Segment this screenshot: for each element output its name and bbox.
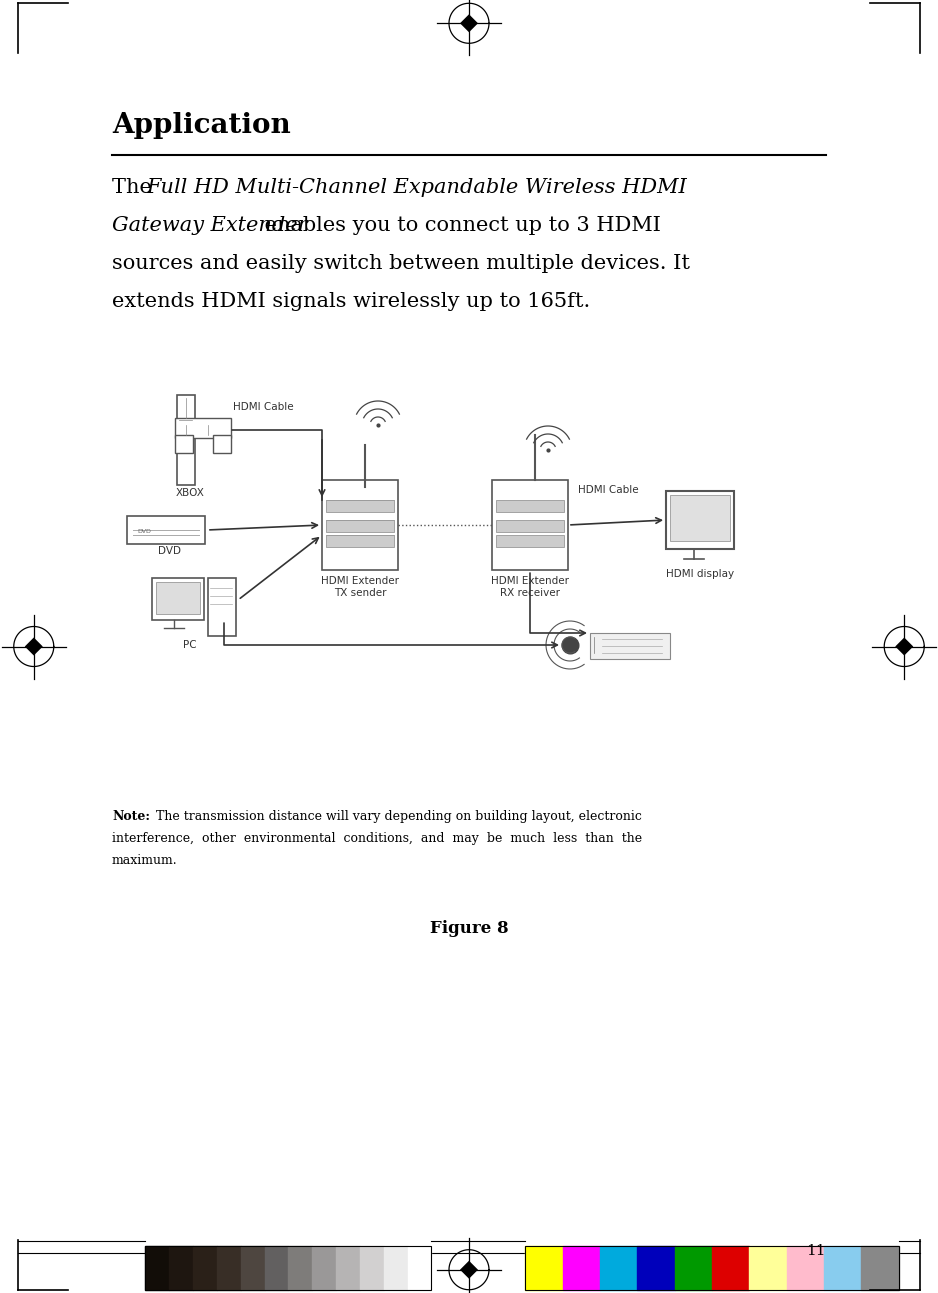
Bar	[492, 480, 568, 570]
Bar	[152, 578, 204, 621]
Bar	[563, 1246, 600, 1290]
Text: 11: 11	[807, 1244, 826, 1258]
Text: The: The	[112, 178, 159, 197]
Bar	[288, 1246, 312, 1290]
Bar	[217, 1246, 241, 1290]
Text: Gateway Extender: Gateway Extender	[112, 216, 308, 235]
Bar	[265, 1246, 288, 1290]
Bar	[177, 394, 195, 485]
Bar	[525, 1246, 899, 1290]
Text: maximum.: maximum.	[112, 853, 177, 868]
Bar	[674, 1246, 712, 1290]
Text: HDMI display: HDMI display	[666, 569, 734, 579]
Text: HDMI Cable: HDMI Cable	[233, 402, 294, 412]
Bar	[336, 1246, 360, 1290]
Bar	[861, 1246, 899, 1290]
Bar	[496, 535, 564, 547]
Bar	[127, 516, 205, 544]
Text: HDMI Extender: HDMI Extender	[321, 575, 399, 586]
Text: sources and easily switch between multiple devices. It: sources and easily switch between multip…	[112, 253, 690, 273]
Text: enables you to connect up to 3 HDMI: enables you to connect up to 3 HDMI	[258, 216, 661, 235]
Bar	[600, 1246, 637, 1290]
Bar	[590, 634, 670, 659]
Bar	[208, 578, 236, 636]
Bar	[749, 1246, 787, 1290]
Text: extends HDMI signals wirelessly up to 165ft.: extends HDMI signals wirelessly up to 16…	[112, 292, 590, 312]
Polygon shape	[24, 637, 43, 656]
Text: Full HD Multi-Channel Expandable Wireless HDMI: Full HD Multi-Channel Expandable Wireles…	[146, 178, 687, 197]
Text: The transmission distance will vary depending on building layout, electronic: The transmission distance will vary depe…	[156, 809, 642, 824]
Polygon shape	[460, 1261, 478, 1279]
Bar	[712, 1246, 749, 1290]
Bar	[525, 1246, 563, 1290]
Bar	[156, 582, 200, 614]
Bar	[360, 1246, 384, 1290]
Bar	[326, 520, 394, 531]
Text: interference,  other  environmental  conditions,  and  may  be  much  less  than: interference, other environmental condit…	[112, 831, 643, 846]
Text: XBOX: XBOX	[175, 487, 204, 498]
Bar	[326, 500, 394, 512]
Text: HDMI Extender: HDMI Extender	[491, 575, 569, 586]
Bar	[213, 434, 231, 453]
Bar	[496, 500, 564, 512]
Text: RX receiver: RX receiver	[500, 588, 560, 597]
Bar	[326, 535, 394, 547]
Bar	[496, 520, 564, 531]
Polygon shape	[895, 637, 914, 656]
Bar	[666, 491, 734, 550]
Bar	[322, 480, 398, 570]
Polygon shape	[175, 418, 231, 438]
Text: DVD: DVD	[137, 529, 151, 534]
Bar	[169, 1246, 193, 1290]
Polygon shape	[460, 14, 478, 32]
Text: Figure 8: Figure 8	[430, 921, 508, 937]
Bar	[670, 495, 730, 540]
Bar	[241, 1246, 265, 1290]
Bar	[384, 1246, 408, 1290]
Bar	[408, 1246, 431, 1290]
Text: Application: Application	[112, 112, 291, 140]
Bar	[193, 1246, 217, 1290]
Bar	[637, 1246, 674, 1290]
Bar	[787, 1246, 824, 1290]
Bar	[145, 1246, 169, 1290]
Text: TX sender: TX sender	[334, 588, 386, 597]
Text: PC: PC	[183, 640, 197, 650]
Text: HDMI Cable: HDMI Cable	[578, 485, 639, 495]
Bar	[312, 1246, 336, 1290]
Text: DVD: DVD	[159, 546, 181, 556]
Text: Note:: Note:	[112, 809, 150, 824]
Bar	[824, 1246, 861, 1290]
Bar	[175, 434, 193, 453]
Bar	[145, 1246, 431, 1290]
